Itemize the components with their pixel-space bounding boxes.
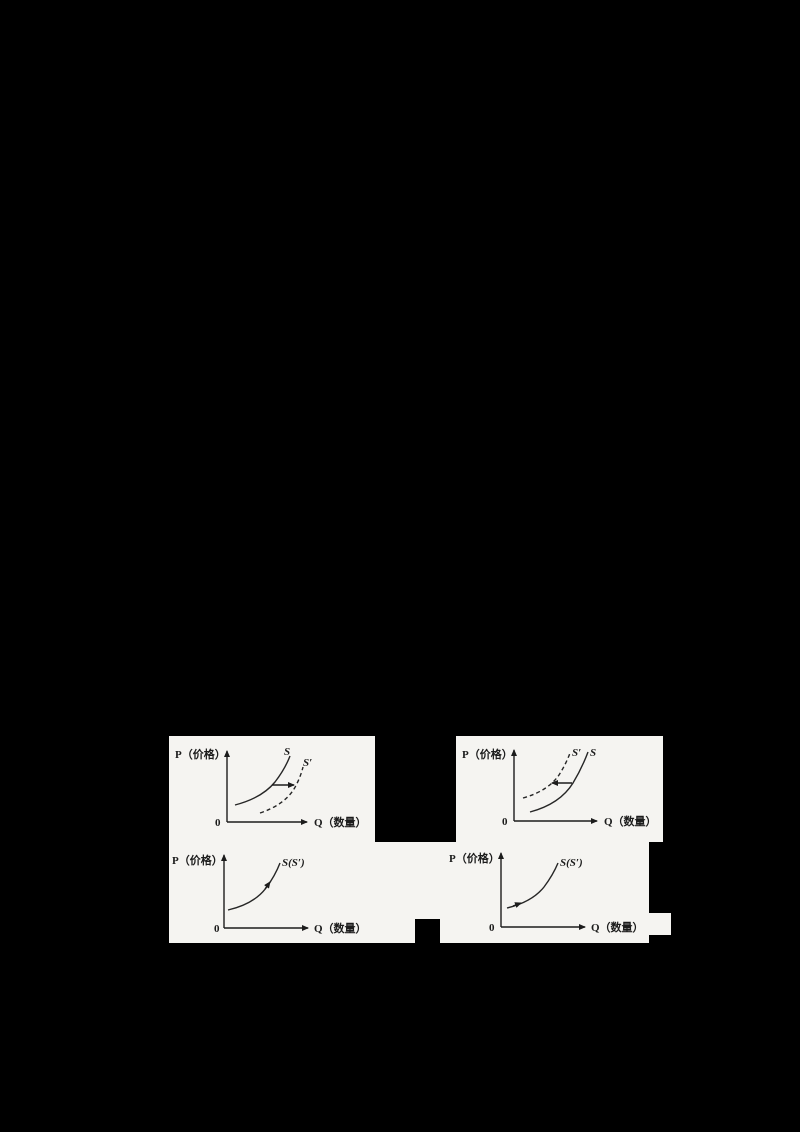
supply-curve-s xyxy=(234,755,291,806)
s-curve-label: S xyxy=(284,746,290,758)
panel-bottom-right-sliver xyxy=(649,913,671,935)
y-axis-label: P（价格） xyxy=(462,747,513,761)
panel-top-right xyxy=(456,736,663,842)
origin-label: 0 xyxy=(214,923,220,935)
x-axis-label: Q（数量） xyxy=(591,920,644,934)
supply-curve-s-s-prime xyxy=(227,862,281,911)
s-curve-label: S(S′) xyxy=(560,857,583,869)
y-axis-label: P（价格） xyxy=(449,851,500,865)
on-curve-arrowhead xyxy=(264,881,271,890)
supply-curve-s xyxy=(529,751,589,813)
s-prime-curve-label: S′ xyxy=(303,757,312,769)
chart-top-right-supply-shift-left: P（价格） 0 Q（数量） S′ S xyxy=(462,747,657,828)
origin-label: 0 xyxy=(502,816,508,828)
chart-bottom-right-supply-unchanged: P（价格） 0 Q（数量） S(S′) xyxy=(449,851,644,934)
supply-curve-s-s-prime xyxy=(506,862,559,909)
chart-bottom-left-supply-unchanged: P（价格） 0 Q（数量） S(S′) xyxy=(172,853,367,935)
origin-label: 0 xyxy=(489,922,495,934)
s-curve-label: S xyxy=(590,747,596,759)
on-curve-arrowhead xyxy=(512,902,522,908)
s-curve-label: S(S′) xyxy=(282,857,305,869)
x-axis-label: Q（数量） xyxy=(314,815,367,829)
chart-top-left-supply-shift-right: P（价格） 0 Q（数量） S S′ xyxy=(175,746,367,829)
x-axis-label: Q（数量） xyxy=(604,814,657,828)
origin-label: 0 xyxy=(215,817,221,829)
x-axis-label: Q（数量） xyxy=(314,921,367,935)
supply-curve-s-prime xyxy=(259,766,304,814)
supply-curve-s-prime xyxy=(522,752,571,799)
panel-top-left xyxy=(169,736,375,842)
y-axis-label: P（价格） xyxy=(175,747,226,761)
s-prime-curve-label: S′ xyxy=(572,747,581,759)
black-notch xyxy=(415,919,440,943)
y-axis-label: P（价格） xyxy=(172,853,223,867)
panel-bottom-band xyxy=(169,842,649,943)
